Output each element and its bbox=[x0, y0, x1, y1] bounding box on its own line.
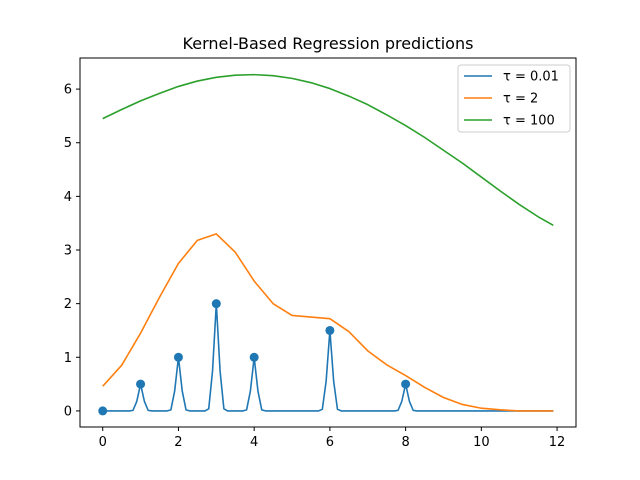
series-line-2 bbox=[102, 233, 554, 412]
x-tick-label: 2 bbox=[174, 435, 182, 450]
plot-frame bbox=[79, 57, 577, 428]
x-tick-label: 6 bbox=[326, 435, 334, 450]
legend-label-2: τ = 2 bbox=[503, 92, 538, 107]
training-point bbox=[136, 379, 146, 389]
chart-title: Kernel-Based Regression predictions bbox=[183, 34, 474, 53]
x-tick-label: 4 bbox=[250, 435, 258, 450]
y-tick-label: 2 bbox=[64, 297, 72, 312]
training-point bbox=[249, 352, 259, 362]
series-layer bbox=[102, 73, 554, 412]
legend-box bbox=[457, 64, 571, 133]
x-tick-label: 8 bbox=[401, 435, 409, 450]
y-tick-label: 5 bbox=[64, 136, 72, 151]
legend-label-3: τ = 100 bbox=[503, 114, 555, 129]
training-point bbox=[211, 299, 221, 309]
legend-label-1: τ = 0.01 bbox=[503, 70, 559, 85]
training-point bbox=[98, 406, 108, 416]
training-point bbox=[173, 352, 183, 362]
y-axis-ticks: 0 1 2 3 4 5 6 bbox=[64, 83, 80, 419]
x-tick-label: 0 bbox=[99, 435, 107, 450]
y-tick-label: 6 bbox=[64, 83, 72, 98]
legend: τ = 0.01 τ = 2 τ = 100 bbox=[457, 64, 571, 133]
y-tick-label: 0 bbox=[64, 404, 72, 419]
training-point bbox=[401, 379, 411, 389]
legend-entries: τ = 0.01 τ = 2 τ = 100 bbox=[464, 70, 559, 129]
x-axis-ticks: 0 2 4 6 8 10 12 bbox=[99, 427, 566, 450]
y-tick-label: 1 bbox=[64, 351, 72, 366]
training-point bbox=[325, 325, 335, 335]
x-tick-label: 12 bbox=[549, 435, 566, 450]
y-tick-label: 4 bbox=[64, 190, 72, 205]
series-line-1 bbox=[102, 302, 554, 412]
series-line-3 bbox=[102, 73, 554, 227]
x-tick-label: 10 bbox=[473, 435, 490, 450]
y-tick-label: 3 bbox=[64, 244, 72, 259]
training-points bbox=[98, 299, 411, 416]
